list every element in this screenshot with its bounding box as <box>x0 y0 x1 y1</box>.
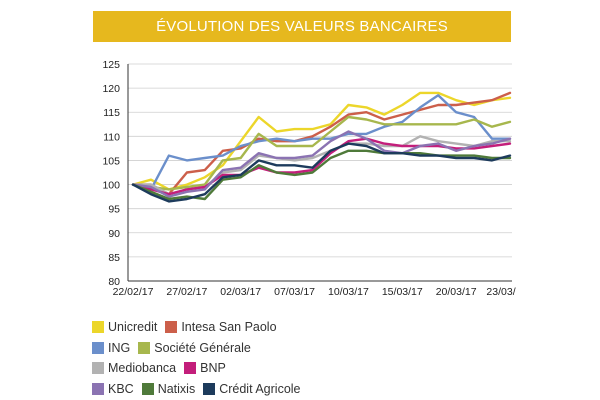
y-tick-label: 105 <box>102 155 120 167</box>
legend-label: Intesa San Paolo <box>181 320 277 335</box>
y-tick-label: 80 <box>108 276 120 288</box>
y-tick-label: 85 <box>108 252 120 264</box>
x-tick-label: 23/03/ <box>486 286 515 298</box>
y-tick-label: 90 <box>108 228 120 240</box>
legend-swatch <box>165 321 178 334</box>
legend-item: Mediobanca <box>92 361 176 375</box>
legend-label: Natixis <box>157 381 196 396</box>
legend-swatch <box>203 382 216 395</box>
series-lines <box>131 91 512 203</box>
legend-item: Intesa San Paolo <box>165 320 277 335</box>
axes <box>127 64 512 282</box>
series-line <box>131 130 512 198</box>
legend-label: ING <box>108 340 131 355</box>
y-tick-label: 125 <box>102 59 120 71</box>
y-tick-label: 115 <box>103 107 120 119</box>
x-tick-label: 15/03/17 <box>382 286 423 298</box>
legend-swatch <box>184 362 197 375</box>
legend-label: Mediobanca <box>108 361 177 376</box>
x-tick-label: 02/03/17 <box>220 286 261 298</box>
legend-swatch <box>138 341 151 354</box>
legend-row: Mediobanca BNP <box>92 358 512 379</box>
legend-label: Société Générale <box>154 340 251 355</box>
series-line <box>131 115 512 191</box>
series-line <box>131 91 512 191</box>
legend-swatch <box>92 362 104 375</box>
y-tick-label: 95 <box>108 204 120 216</box>
y-tick-label: 100 <box>102 180 120 192</box>
legend-item: KBC <box>92 382 134 396</box>
legend-item: Unicredit <box>92 320 157 334</box>
y-tick-label: 120 <box>102 83 120 95</box>
legend-item: Natixis <box>141 381 196 396</box>
legend-item: BNP <box>184 361 226 375</box>
legend-row: KBC Natixis Crédit Agricole <box>92 379 512 400</box>
series-line <box>131 142 512 203</box>
legend-label: Unicredit <box>108 320 158 335</box>
legend-row: ING Société Générale <box>92 338 512 359</box>
x-tick-labels: 22/02/17 27/02/17 02/03/17 07/03/17 10/03/17… <box>113 286 516 298</box>
legend-swatch <box>92 341 104 354</box>
legend-item: ING <box>92 341 130 355</box>
grid-lines <box>128 63 512 258</box>
chart-title: ÉVOLUTION DES VALEURS BANCAIRES <box>156 18 448 35</box>
x-tick-label: 07/03/17 <box>274 286 315 298</box>
x-tick-label: 10/03/17 <box>328 286 369 298</box>
legend-swatch <box>141 382 154 395</box>
x-tick-label: 27/02/17 <box>166 286 207 298</box>
x-tick-label: 20/03/17 <box>436 286 477 298</box>
y-tick-label: 110 <box>103 131 120 143</box>
legend-item: Crédit Agricole <box>203 381 301 396</box>
legend-label: KBC <box>108 381 134 396</box>
legend-swatch <box>92 321 104 334</box>
legend-swatch <box>92 382 104 395</box>
legend-label: Crédit Agricole <box>219 381 301 396</box>
legend-row: Unicredit Intesa San Paolo <box>92 317 512 338</box>
line-chart: 80 85 90 95 100 105 110 115 120 125 22/02/17 27/02… <box>102 59 516 298</box>
y-tick-labels: 80 85 90 95 100 105 110 115 120 125 <box>102 59 120 288</box>
chart-title-bar: ÉVOLUTION DES VALEURS BANCAIRES <box>93 11 511 42</box>
legend: Unicredit Intesa San Paolo ING Société Géné… <box>92 317 512 399</box>
legend-item: Société Générale <box>138 341 251 355</box>
x-tick-label: 22/02/17 <box>113 286 154 298</box>
legend-label: BNP <box>200 361 226 376</box>
